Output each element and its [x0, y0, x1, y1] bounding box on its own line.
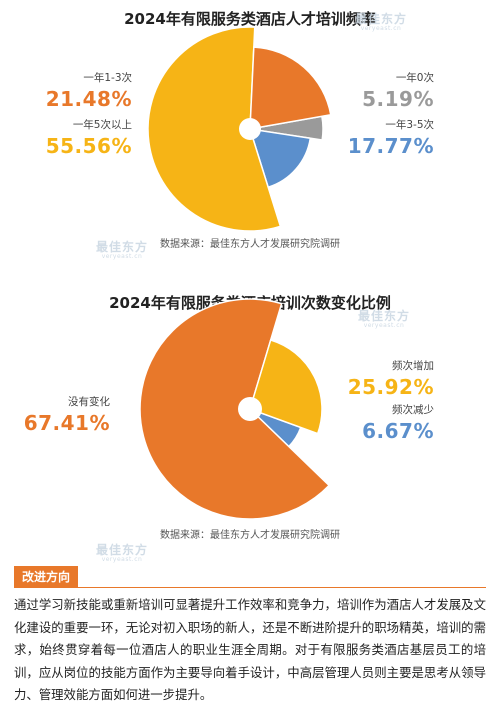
pie-slice — [249, 339, 323, 435]
watermark: 最佳东方 veryeast.cn — [96, 543, 149, 563]
pie-slice — [249, 46, 332, 130]
pie-chart — [139, 298, 331, 520]
chart-training-change: 2024年有限服务类酒店培训次数变化比例 没有变化 67.41% 频次增加 25… — [0, 282, 500, 546]
slice-label-3-5: 一年3-5次 17.77% — [348, 117, 434, 158]
pie-center-hole — [238, 397, 262, 421]
slice-label-text: 没有变化 — [68, 396, 110, 408]
slice-label-text: 一年0次 — [395, 72, 434, 84]
slice-label-text: 一年3-5次 — [385, 119, 434, 131]
watermark: 最佳东方 veryeast.cn — [355, 12, 408, 32]
slice-label-increase: 频次增加 25.92% — [348, 358, 434, 399]
slice-value: 6.67% — [362, 419, 434, 443]
section-divider — [14, 587, 486, 588]
pie-chart — [147, 26, 332, 232]
slice-label-1-3: 一年1-3次 21.48% — [46, 70, 132, 111]
section-body: 通过学习新技能或重新培训可显著提升工作效率和竞争力，培训作为酒店人才发展及文化建… — [14, 597, 486, 702]
slice-label-text: 一年5次以上 — [72, 119, 132, 131]
data-source: 数据来源：最佳东方人才发展研究院调研 — [160, 239, 340, 250]
slice-label-5-plus: 一年5次以上 55.56% — [46, 117, 132, 158]
slice-value: 5.19% — [362, 87, 434, 111]
watermark: 最佳东方 veryeast.cn — [358, 309, 411, 329]
slice-value: 25.92% — [347, 375, 434, 399]
pie-slice — [248, 128, 312, 189]
pie-slice — [147, 26, 282, 232]
pie-center-hole — [239, 118, 261, 140]
slice-label-text: 一年1-3次 — [83, 72, 132, 84]
slice-label-text: 频次增加 — [392, 360, 434, 372]
slice-label-text: 频次减少 — [392, 404, 434, 416]
chart-title: 2024年有限服务类酒店人才培训频率 — [124, 10, 376, 28]
section-tag: 改进方向 — [14, 566, 79, 588]
slice-value: 55.56% — [45, 134, 132, 158]
data-source: 数据来源：最佳东方人才发展研究院调研 — [160, 530, 340, 541]
slice-value: 67.41% — [23, 411, 110, 435]
pie-slice — [139, 298, 331, 520]
slice-label-no-change: 没有变化 67.41% — [24, 394, 110, 435]
slice-label-0: 一年0次 5.19% — [362, 70, 434, 111]
watermark: 最佳东方 veryeast.cn — [96, 240, 149, 260]
slice-value: 17.77% — [347, 134, 434, 158]
slice-label-decrease: 频次减少 6.67% — [362, 402, 434, 443]
chart-training-frequency: 2024年有限服务类酒店人才培训频率 一年1-3次 21.48% 一年5次以上 … — [0, 0, 500, 262]
slice-value: 21.48% — [45, 87, 132, 111]
